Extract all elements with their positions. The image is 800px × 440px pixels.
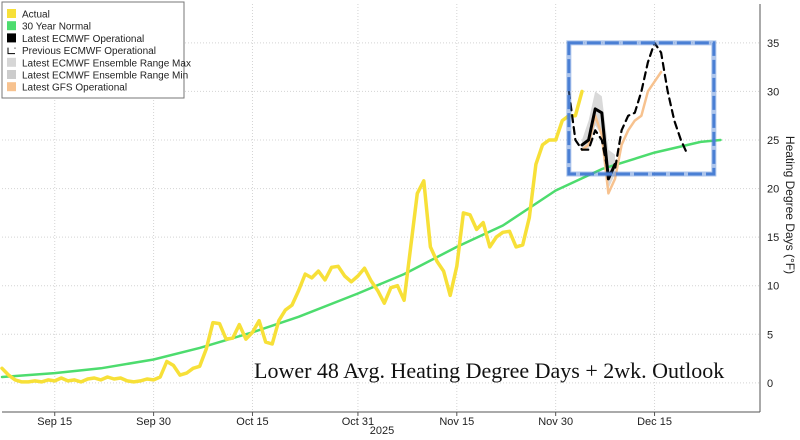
legend-swatch (7, 57, 16, 67)
x-tick-label: Oct 31 (342, 416, 374, 428)
legend-swatch (7, 21, 16, 31)
legend-label: Latest GFS Operational (22, 83, 127, 94)
actual-line (0, 89, 584, 384)
y-tick-label: 10 (767, 281, 779, 293)
x-axis: Sep 15 Sep 30 Oct 15 Oct 31 Nov 15 Nov 30 Dec … (2, 411, 760, 428)
x-tick-label: Sep 15 (37, 416, 72, 428)
x-tick-label: Nov 30 (538, 416, 573, 428)
legend-swatch (7, 47, 16, 55)
normal-30-year-line (0, 138, 722, 379)
x-axis-year-label: 2025 (370, 425, 394, 437)
chart-title: Lower 48 Avg. Heating Degree Days + 2wk.… (254, 358, 724, 383)
y-tick-label: 20 (767, 184, 779, 196)
y-axis-title: Heating Degree Days (°F) (783, 136, 797, 274)
series-layer (0, 40, 722, 384)
legend-swatch (7, 70, 16, 79)
x-tick-label: Nov 15 (439, 416, 474, 428)
legend-label: Actual (22, 10, 50, 21)
y-tick-label: 30 (767, 86, 779, 98)
latest-ecmwf-operational-line (580, 107, 617, 181)
x-tick-label: Oct 15 (236, 416, 268, 428)
x-tick-label: Dec 15 (637, 416, 672, 428)
y-tick-label: 15 (767, 232, 779, 244)
y-axis: 0 5 10 15 20 25 30 35 (759, 4, 779, 412)
legend-swatch (7, 9, 16, 18)
legend-label: Latest ECMWF Ensemble Range Min (22, 71, 188, 82)
legend-swatch (7, 33, 16, 43)
legend-label: Latest ECMWF Ensemble Range Max (22, 58, 191, 69)
legend-swatch (7, 82, 16, 92)
legend-label: Previous ECMWF Operational (22, 46, 156, 57)
x-tick-label: Sep 30 (136, 416, 171, 428)
legend-label: Latest ECMWF Operational (22, 34, 144, 45)
forecast-highlight-box-glow (566, 40, 717, 177)
y-tick-label: 0 (767, 378, 773, 390)
legend-label: 30 Year Normal (22, 22, 91, 33)
forecast-highlight-box (567, 41, 716, 176)
y-tick-label: 5 (767, 329, 773, 341)
legend-box (1, 1, 185, 99)
y-tick-label: 25 (767, 135, 779, 147)
y-tick-label: 35 (767, 38, 779, 50)
previous-ecmwf-operational-line (567, 41, 689, 176)
